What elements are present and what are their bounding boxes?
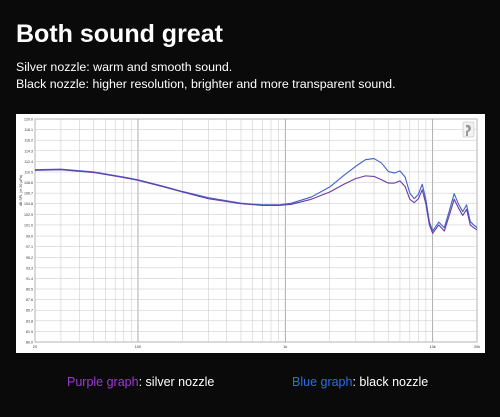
series-line-2 — [34, 169, 478, 234]
plot-area — [34, 118, 478, 343]
x-tick-label: 20k — [474, 345, 480, 349]
x-tick-label: 10k — [430, 345, 436, 349]
y-tick-label: 112.4 — [24, 160, 33, 164]
y-tick-label: 118.1 — [24, 128, 33, 132]
legend-blue: Blue graph: black nozzle — [292, 375, 428, 389]
y-tick-label: 110.5 — [24, 170, 33, 174]
y-tick-label: 87.6 — [26, 298, 33, 302]
y-tick-label: 91.4 — [26, 277, 33, 281]
series-line-1 — [34, 158, 478, 232]
x-tick-label: 1k — [283, 345, 287, 349]
frequency-response-chart: 80.0 81.9 83.8 85.7 87.6 89.5 91.4 93.3 95.2 97.1… — [16, 114, 485, 353]
page-title: Both sound great — [16, 20, 223, 48]
y-tick-label: 106.7 — [24, 192, 33, 196]
black-nozzle-description: Black nozzle: higher resolution, brighte… — [16, 77, 396, 91]
x-tick-label: 100 — [135, 345, 141, 349]
y-tick-label: 95.2 — [26, 256, 33, 260]
legend-blue-desc: black nozzle — [355, 375, 429, 389]
y-tick-label: 80.0 — [26, 341, 33, 345]
y-tick-label: 120.0 — [24, 118, 33, 122]
y-tick-label: 116.2 — [24, 139, 33, 143]
legend-purple: Purple graph: silver nozzle — [67, 375, 214, 389]
y-tick-label: 99.0 — [26, 235, 33, 239]
legend-purple-desc: silver nozzle — [142, 375, 215, 389]
y-tick-label: 89.5 — [26, 288, 33, 292]
y-tick-label: 83.8 — [26, 319, 33, 323]
legend-blue-sep: : — [352, 375, 356, 389]
y-axis-title: dB SPL (re 20 µPa) — [19, 175, 23, 206]
y-tick-label: 101.0 — [24, 223, 33, 227]
logo-ear-icon — [466, 124, 471, 136]
y-tick-label: 104.8 — [24, 202, 33, 206]
y-tick-label: 114.3 — [24, 149, 33, 153]
legend-blue-label: Blue graph — [292, 375, 353, 389]
y-tick-label: 102.9 — [24, 213, 33, 217]
y-tick-label: 81.9 — [26, 330, 33, 334]
legend-purple-label: Purple graph — [67, 375, 139, 389]
x-tick-label: 20 — [33, 345, 37, 349]
y-tick-label: 108.6 — [24, 181, 33, 185]
legend-purple-sep: : — [138, 375, 143, 389]
y-tick-label: 97.1 — [26, 245, 33, 249]
y-tick-label: 85.7 — [26, 309, 33, 313]
frequency-response-svg: 80.0 81.9 83.8 85.7 87.6 89.5 91.4 93.3 95.2 97.1… — [19, 118, 480, 350]
silver-nozzle-description: Silver nozzle: warm and smooth sound. — [16, 60, 233, 74]
y-tick-label: 93.3 — [26, 266, 33, 270]
